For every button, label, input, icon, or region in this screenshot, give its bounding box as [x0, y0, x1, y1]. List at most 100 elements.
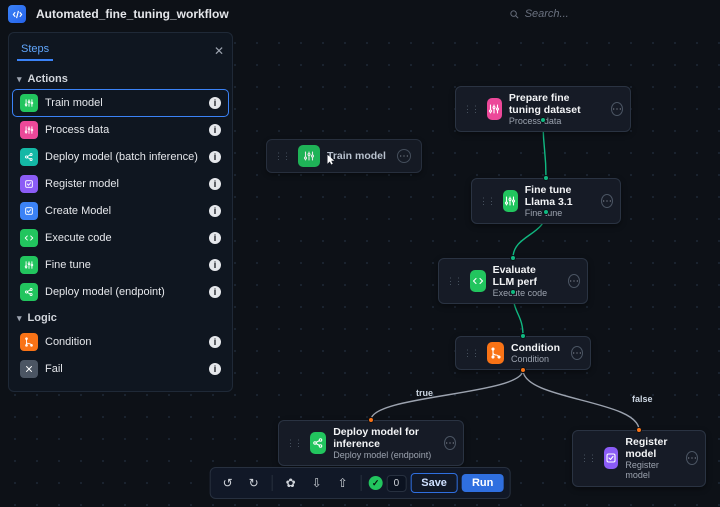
chevron-down-icon: ▾ — [17, 74, 22, 85]
step-deploy-model-endpoint-[interactable]: Deploy model (endpoint) i — [13, 279, 228, 305]
chevron-down-icon: ▾ — [17, 313, 22, 324]
port[interactable] — [543, 175, 549, 181]
download-button[interactable]: ⇩ — [306, 472, 328, 494]
port[interactable] — [540, 117, 546, 123]
node-subtype: Fine tune — [525, 208, 590, 218]
node-menu-button[interactable]: ⋯ — [571, 346, 583, 360]
node-menu-button[interactable]: ⋯ — [686, 451, 698, 465]
info-icon[interactable]: i — [209, 286, 221, 298]
step-label: Process data — [45, 124, 202, 136]
info-icon[interactable]: i — [209, 363, 221, 375]
node-prep[interactable]: ⋮⋮ Prepare fine tuning datasetProcess da… — [455, 86, 631, 132]
node-menu-button[interactable]: ⋯ — [397, 149, 411, 163]
node-train-model[interactable]: ⋮⋮ Train model ⋯ — [266, 139, 422, 173]
info-icon[interactable]: i — [209, 97, 221, 109]
node-cond[interactable]: ⋮⋮ ConditionCondition ⋯ — [455, 336, 591, 370]
node-menu-button[interactable]: ⋯ — [568, 274, 580, 288]
section-header[interactable]: ▾Actions — [9, 67, 232, 89]
bottom-toolbar: ↺ ↻ ✿ ⇩ ⇧ ✓ 0 Save Run — [210, 467, 511, 499]
sliders-icon — [503, 190, 518, 212]
search-input[interactable]: Search... — [509, 8, 569, 20]
undo-button[interactable]: ↺ — [217, 472, 239, 494]
info-icon[interactable]: i — [209, 178, 221, 190]
step-create-model[interactable]: Create Model i — [13, 198, 228, 224]
node-menu-button[interactable]: ⋯ — [601, 194, 613, 208]
sliders-icon — [20, 94, 38, 112]
check-icon — [604, 447, 618, 469]
node-title: Fine tune Llama 3.1 — [525, 184, 590, 208]
save-button[interactable]: Save — [410, 473, 458, 493]
port[interactable] — [510, 289, 516, 295]
separator — [361, 475, 362, 491]
node-subtype: Register model — [625, 460, 675, 481]
node-menu-button[interactable]: ⋯ — [611, 102, 623, 116]
info-icon[interactable]: i — [209, 124, 221, 136]
port[interactable] — [636, 427, 642, 433]
error-count[interactable]: 0 — [387, 475, 407, 492]
node-eval[interactable]: ⋮⋮ Evaluate LLM perfExecute code ⋯ — [438, 258, 588, 304]
node-reg[interactable]: ⋮⋮ Register modelRegister model ⋯ — [572, 430, 706, 487]
step-deploy-model-batch-inference-[interactable]: Deploy model (batch inference) i — [13, 144, 228, 170]
port[interactable] — [368, 417, 374, 423]
section-header[interactable]: ▾Logic — [9, 306, 232, 328]
app-icon — [8, 5, 26, 23]
share-icon — [310, 432, 326, 454]
branch-icon — [487, 342, 504, 364]
run-button[interactable]: Run — [462, 474, 503, 492]
workflow-title[interactable]: Automated_fine_tuning_workflow — [36, 7, 229, 21]
sliders-icon — [487, 98, 502, 120]
export-button[interactable]: ⇧ — [332, 472, 354, 494]
node-menu-button[interactable]: ⋯ — [444, 436, 456, 450]
node-title: Train model — [327, 150, 386, 162]
info-icon[interactable]: i — [209, 232, 221, 244]
step-process-data[interactable]: Process data i — [13, 117, 228, 143]
validation-check-icon: ✓ — [369, 476, 383, 490]
top-bar: Automated_fine_tuning_workflow Search... — [0, 0, 720, 28]
step-execute-code[interactable]: Execute code i — [13, 225, 228, 251]
grip-icon[interactable]: ⋮⋮ — [479, 196, 495, 207]
node-title: Prepare fine tuning dataset — [509, 92, 600, 116]
step-label: Create Model — [45, 205, 202, 217]
step-label: Register model — [45, 178, 202, 190]
info-icon[interactable]: i — [209, 205, 221, 217]
step-train-model[interactable]: Train model i — [13, 90, 228, 116]
code-icon — [470, 270, 486, 292]
step-label: Fail — [45, 363, 202, 375]
node-ft[interactable]: ⋮⋮ Fine tune Llama 3.1Fine tune ⋯ — [471, 178, 621, 224]
steps-panel: Steps ✕ ▾Actions Train model i Process d… — [8, 32, 233, 392]
grip-icon[interactable]: ⋮⋮ — [463, 104, 479, 115]
step-label: Execute code — [45, 232, 202, 244]
step-label: Deploy model (batch inference) — [45, 151, 202, 163]
info-icon[interactable]: i — [209, 336, 221, 348]
port[interactable] — [543, 209, 549, 215]
grip-icon[interactable]: ⋮⋮ — [274, 151, 290, 162]
grip-icon[interactable]: ⋮⋮ — [446, 276, 462, 287]
step-register-model[interactable]: Register model i — [13, 171, 228, 197]
settings-button[interactable]: ✿ — [280, 472, 302, 494]
edge-label-false: false — [632, 394, 653, 404]
port[interactable] — [520, 333, 526, 339]
step-condition[interactable]: Condition i — [13, 329, 228, 355]
grip-icon[interactable]: ⋮⋮ — [286, 438, 302, 449]
node-subtype: Execute code — [493, 288, 557, 298]
redo-button[interactable]: ↻ — [243, 472, 265, 494]
node-subtype: Condition — [511, 354, 560, 364]
branch-icon — [20, 333, 38, 351]
step-label: Deploy model (endpoint) — [45, 286, 202, 298]
close-panel-button[interactable]: ✕ — [214, 44, 224, 58]
node-dep[interactable]: ⋮⋮ Deploy model for inferenceDeploy mode… — [278, 420, 464, 466]
step-fail[interactable]: Fail i — [13, 356, 228, 382]
info-icon[interactable]: i — [209, 259, 221, 271]
node-subtype: Deploy model (endpoint) — [333, 450, 433, 460]
node-title: Deploy model for inference — [333, 426, 433, 450]
search-placeholder: Search... — [525, 8, 569, 20]
grip-icon[interactable]: ⋮⋮ — [463, 348, 479, 359]
edge-label-true: true — [416, 388, 433, 398]
grip-icon[interactable]: ⋮⋮ — [580, 453, 596, 464]
port[interactable] — [520, 367, 526, 373]
port[interactable] — [510, 255, 516, 261]
steps-tab[interactable]: Steps — [17, 41, 53, 61]
info-icon[interactable]: i — [209, 151, 221, 163]
step-fine-tune[interactable]: Fine tune i — [13, 252, 228, 278]
node-subtype: Process data — [509, 116, 600, 126]
